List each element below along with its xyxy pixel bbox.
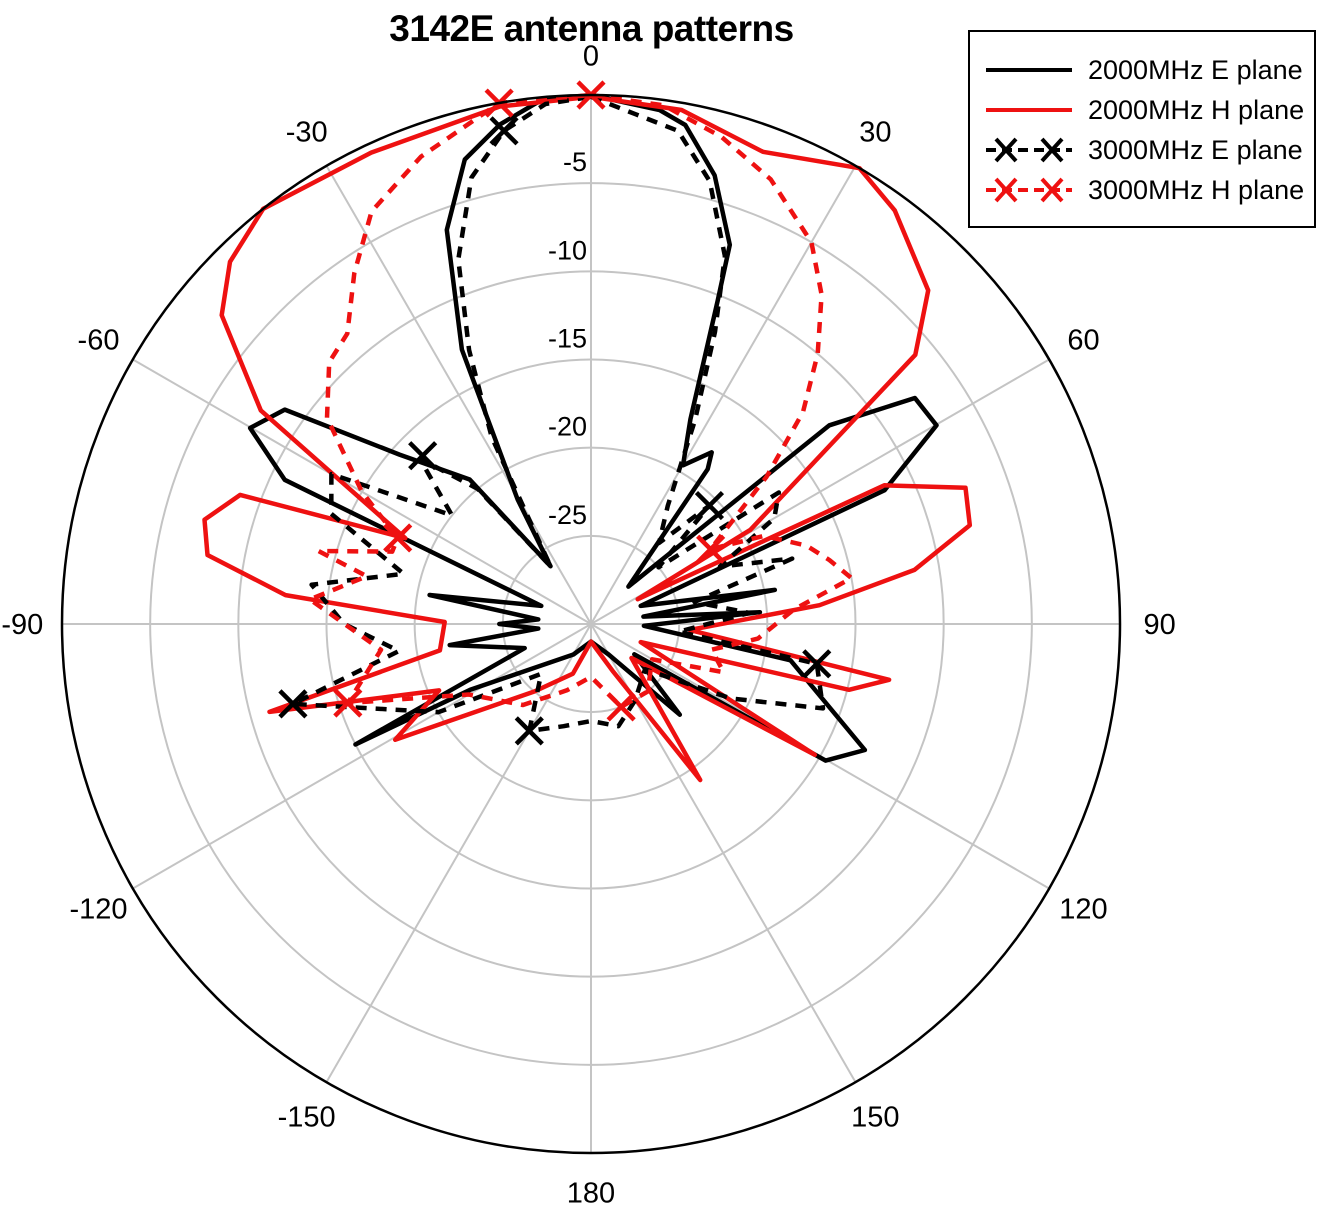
angle-tick-label: 0 bbox=[583, 40, 599, 72]
legend-label: 2000MHz E plane bbox=[1088, 54, 1303, 85]
angle-tick-label: -60 bbox=[78, 325, 120, 357]
polar-grid bbox=[62, 95, 1120, 1153]
x-marker-icon bbox=[278, 689, 308, 719]
trace-2000mhz-h-plane bbox=[202, 94, 973, 783]
legend-label: 2000MHz H plane bbox=[1088, 94, 1305, 125]
pattern-traces bbox=[202, 92, 973, 783]
angle-tick-label: -120 bbox=[69, 893, 127, 925]
angle-tick-label: 150 bbox=[851, 1101, 899, 1133]
angle-tick-label: 30 bbox=[859, 117, 891, 149]
angle-tick-label: -90 bbox=[1, 609, 43, 641]
axis-labels: 0 30 60 90 120 150 180 -150 -120 -90 -60 -30 -5 -10 -1… bbox=[1, 40, 1175, 1209]
x-marker-icon bbox=[408, 441, 438, 471]
grid-spoke bbox=[132, 623, 592, 890]
legend-item-2000-h: 2000MHz H plane bbox=[984, 92, 1304, 128]
x-marker-icon bbox=[514, 716, 544, 746]
x-marker-icon bbox=[694, 490, 725, 521]
dashed-red-x-marker-icon bbox=[986, 177, 1072, 203]
angle-tick-label: 120 bbox=[1059, 893, 1107, 925]
legend-item-3000-h: 3000MHz H plane bbox=[984, 172, 1304, 208]
angle-tick-label: 180 bbox=[567, 1178, 615, 1210]
radial-tick-label: -10 bbox=[548, 235, 587, 265]
radial-tick-label: -20 bbox=[548, 412, 587, 442]
radial-tick-label: -15 bbox=[548, 324, 587, 354]
angle-tick-label: -30 bbox=[286, 117, 328, 149]
x-marker-icon bbox=[333, 688, 363, 718]
chart-title: 3142E antenna patterns bbox=[389, 8, 794, 49]
grid-spoke bbox=[325, 623, 592, 1083]
x-marker-icon bbox=[606, 692, 636, 722]
legend: 2000MHz E plane 2000MHz H plane 3000MHz … bbox=[968, 30, 1316, 228]
radial-tick-label: -25 bbox=[548, 500, 587, 530]
legend-item-3000-e: 3000MHz E plane bbox=[984, 132, 1303, 168]
x-marker-icon bbox=[489, 116, 519, 146]
angle-tick-label: 90 bbox=[1144, 609, 1176, 641]
trace-2000mhz-e-plane bbox=[247, 92, 939, 763]
solid-red-line-icon bbox=[986, 108, 1072, 112]
angle-tick-label: 60 bbox=[1067, 325, 1099, 357]
x-marker-icon bbox=[383, 523, 413, 553]
radial-tick-label: -5 bbox=[563, 147, 587, 177]
legend-item-2000-e: 2000MHz E plane bbox=[984, 52, 1303, 88]
angle-tick-label: -150 bbox=[278, 1101, 336, 1133]
x-marker-icon bbox=[696, 534, 726, 564]
outer-boundary bbox=[60, 93, 1122, 1155]
x-marker-icon bbox=[802, 649, 832, 679]
legend-label: 3000MHz H plane bbox=[1088, 174, 1305, 205]
solid-black-line-icon bbox=[986, 68, 1072, 72]
legend-label: 3000MHz E plane bbox=[1088, 134, 1303, 165]
grid-spoke bbox=[590, 165, 857, 625]
grid-spoke bbox=[325, 165, 592, 625]
dashed-black-x-marker-icon bbox=[986, 137, 1072, 163]
trace-3000mhz-e-plane bbox=[290, 94, 826, 734]
grid-spoke bbox=[132, 358, 592, 625]
